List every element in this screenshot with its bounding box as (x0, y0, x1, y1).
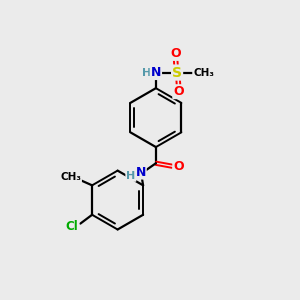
Text: Cl: Cl (66, 220, 79, 233)
Text: CH₃: CH₃ (60, 172, 81, 182)
Text: O: O (170, 47, 181, 60)
Text: N: N (135, 166, 146, 178)
Text: H: H (142, 68, 151, 78)
Text: N: N (151, 66, 161, 79)
Text: O: O (173, 85, 184, 98)
Text: O: O (173, 160, 184, 173)
Text: CH₃: CH₃ (193, 68, 214, 78)
Text: S: S (172, 66, 182, 80)
Text: H: H (126, 171, 136, 181)
